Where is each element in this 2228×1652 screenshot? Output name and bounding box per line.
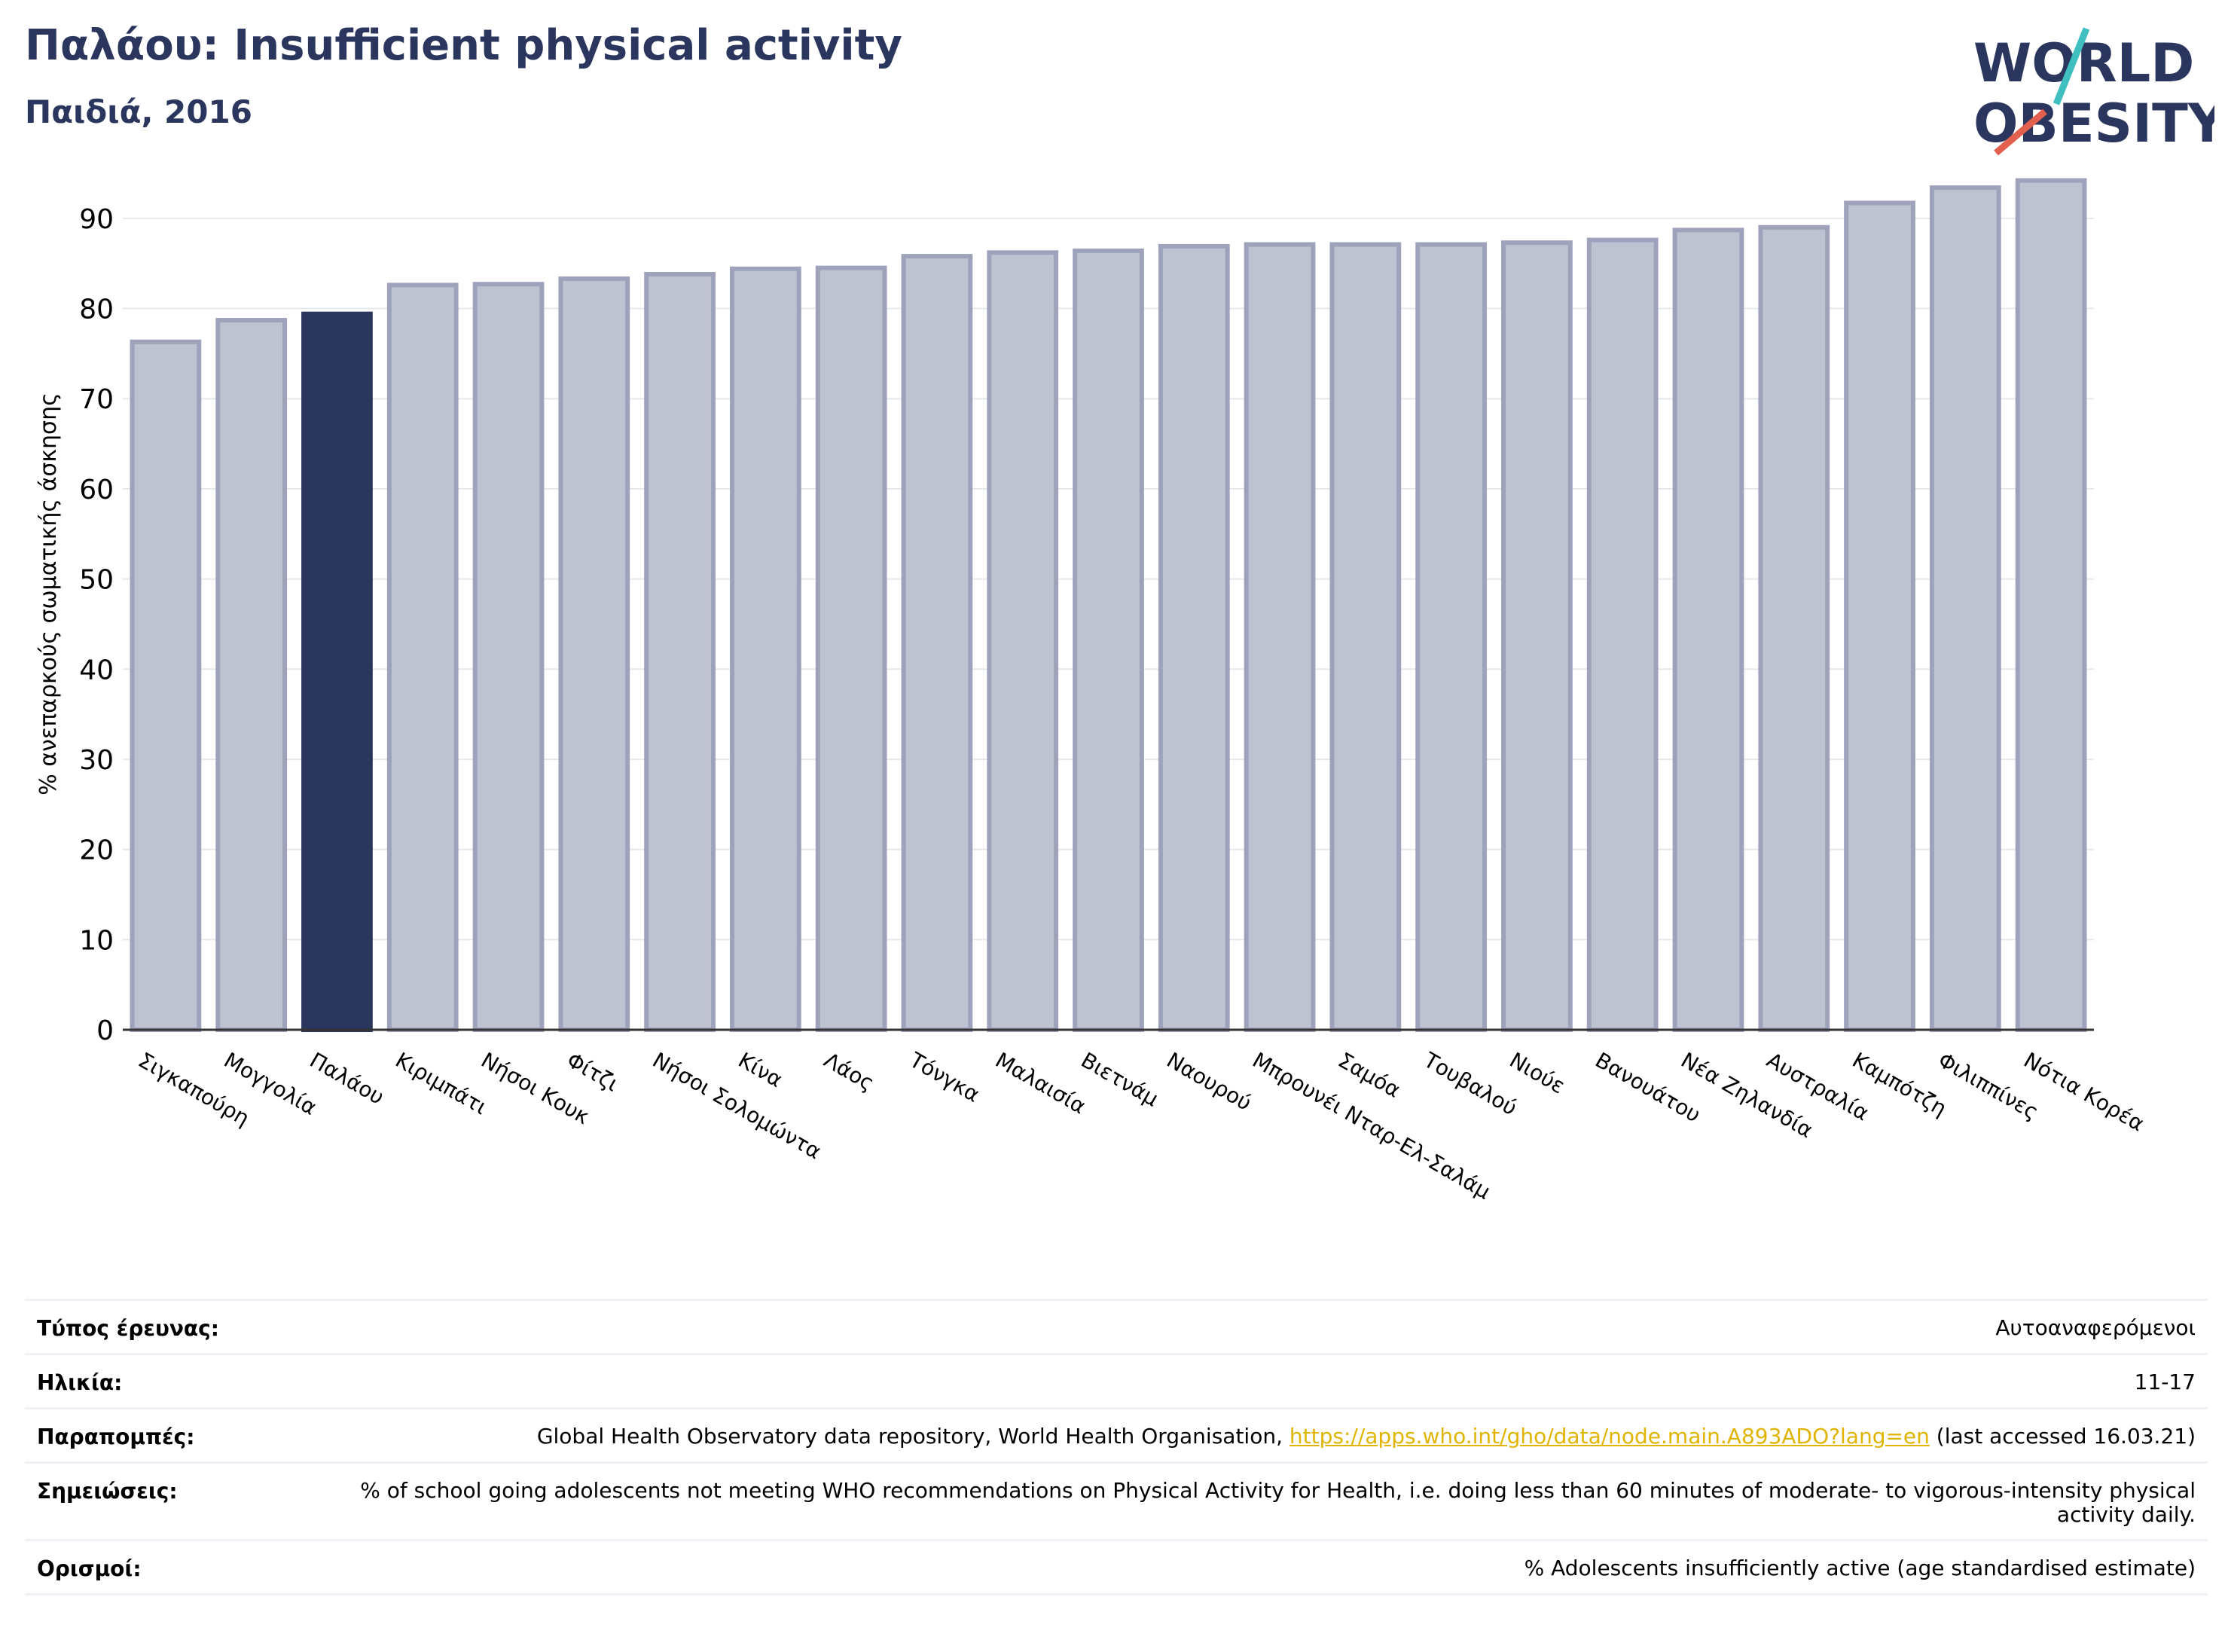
bar <box>1415 242 1488 1033</box>
info-value: 11-17 <box>2134 1370 2196 1394</box>
info-row-age: Ηλικία: 11-17 <box>25 1353 2208 1407</box>
y-tick-label: 70 <box>79 384 114 415</box>
bar <box>1329 242 1402 1033</box>
page-title: Παλάου: Insufficient physical activity <box>25 21 902 70</box>
logo-text-obesity: OBESITY <box>1973 93 2214 154</box>
bar <box>215 318 288 1032</box>
bar <box>1586 237 1659 1033</box>
bar <box>558 276 630 1032</box>
info-value: % of school going adolescents not meetin… <box>360 1478 2196 1528</box>
bar <box>644 272 716 1032</box>
info-value: % Adolescents insufficiently active (age… <box>1524 1556 2196 1581</box>
bar <box>815 265 887 1032</box>
bar <box>987 250 1059 1033</box>
info-label: Παραπομπές: <box>37 1425 195 1449</box>
info-table: Τύπος έρευνας: Αυτοαναφερόμενοι Ηλικία: … <box>25 1299 2208 1596</box>
page-subtitle: Παιδιά, 2016 <box>25 93 252 130</box>
x-tick-label: Βιετνάμ <box>1077 1047 1163 1111</box>
x-tick-label: Σαμόα <box>1334 1047 1405 1102</box>
y-tick-label: 30 <box>79 745 114 776</box>
bar <box>1844 200 1915 1033</box>
x-tick-label: Φίτζι <box>563 1047 623 1096</box>
x-tick-label: Λάος <box>819 1047 878 1095</box>
x-tick-label: Τόνγκα <box>905 1047 984 1107</box>
y-tick-label: 20 <box>79 835 114 866</box>
bar <box>1672 227 1744 1033</box>
logo-slash-teal <box>2053 27 2090 105</box>
bar <box>386 282 459 1033</box>
world-obesity-logo: WORLD OBESITY <box>1973 27 2214 156</box>
info-row-survey-type: Τύπος έρευνας: Αυτοαναφερόμενοι <box>25 1299 2208 1353</box>
x-tick-label: Νιούε <box>1506 1047 1570 1098</box>
reference-link[interactable]: https://apps.who.int/gho/data/node.main.… <box>1289 1424 1930 1449</box>
bar-chart: 0 10 20 30 40 50 60 70 80 90 % ανεπαρκούς σωματική… <box>35 178 2148 1205</box>
info-label: Τύπος έρευνας: <box>37 1316 219 1341</box>
y-tick-label: 80 <box>79 295 114 325</box>
x-tick-label: Ναουρού <box>1162 1047 1256 1116</box>
x-tick-label: Τουβαλού <box>1419 1047 1521 1120</box>
x-tick-label: Νότια Κορέα <box>2019 1047 2148 1136</box>
y-axis-label: % ανεπαρκούς σωματικής άσκησης <box>35 392 62 795</box>
bar <box>130 339 202 1032</box>
bar <box>729 266 801 1032</box>
info-row-notes: Σημειώσεις: % of school going adolescent… <box>25 1461 2208 1539</box>
bar <box>1073 248 1144 1032</box>
bar <box>1501 240 1573 1032</box>
bar <box>472 282 545 1032</box>
bar <box>901 254 973 1032</box>
x-tick-label: Μαλαισία <box>991 1047 1091 1119</box>
info-label: Ηλικία: <box>37 1370 123 1395</box>
bar <box>1758 224 1830 1032</box>
reference-access-date: (last accessed 16.03.21) <box>1929 1424 2196 1449</box>
info-row-definitions: Ορισμοί: % Adolescents insufficiently ac… <box>25 1539 2208 1596</box>
info-value: Global Health Observatory data repositor… <box>536 1424 2196 1449</box>
bar <box>301 311 373 1032</box>
x-tick-label: Κιριμπάτι <box>391 1047 491 1119</box>
y-tick-label: 50 <box>79 565 114 596</box>
info-label: Ορισμοί: <box>37 1556 142 1582</box>
y-tick-label: 10 <box>79 925 114 956</box>
info-value: Αυτοαναφερόμενοι <box>1995 1315 2196 1340</box>
y-tick-label: 90 <box>79 204 114 235</box>
bar <box>1158 243 1230 1032</box>
bar <box>1244 242 1316 1033</box>
logo-slash-red <box>1994 108 2047 156</box>
bar <box>1929 185 2001 1032</box>
y-tick-label: 60 <box>79 475 114 505</box>
x-tick-label: Κίνα <box>734 1047 786 1092</box>
reference-text: Global Health Observatory data repositor… <box>536 1424 1289 1449</box>
bar <box>2015 178 2087 1033</box>
y-tick-label: 0 <box>96 1015 114 1046</box>
y-tick-label: 40 <box>79 655 114 686</box>
info-label: Σημειώσεις: <box>37 1479 178 1504</box>
info-row-references: Παραπομπές: Global Health Observatory da… <box>25 1407 2208 1461</box>
